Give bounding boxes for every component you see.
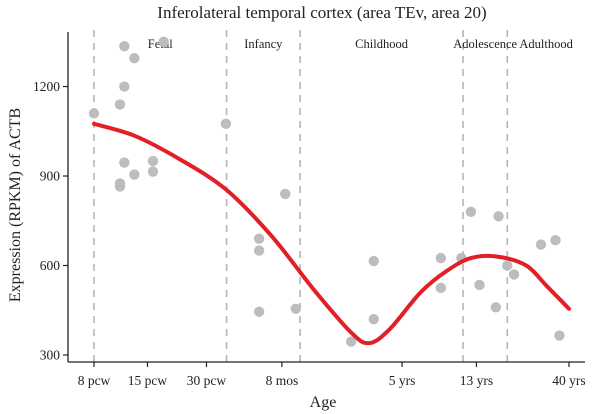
period-label-adolescence: Adolescence bbox=[453, 37, 517, 51]
data-point bbox=[493, 211, 504, 222]
y-tick-label: 900 bbox=[40, 169, 61, 184]
x-tick-label: 8 pcw bbox=[78, 373, 111, 388]
data-point bbox=[119, 157, 130, 168]
data-point bbox=[253, 245, 265, 256]
data-point bbox=[502, 260, 513, 271]
data-point bbox=[253, 233, 265, 244]
x-tick-label: 40 yrs bbox=[552, 373, 585, 388]
axes: 300 600 900 1200 8 pcw 15 pcw 30 pcw 8 mos 5 yrs… bbox=[33, 32, 586, 388]
data-point bbox=[490, 302, 502, 313]
data-point bbox=[474, 279, 485, 291]
data-points bbox=[88, 36, 565, 347]
data-point bbox=[129, 52, 140, 64]
data-point bbox=[465, 206, 477, 218]
data-point bbox=[550, 234, 561, 246]
data-point bbox=[368, 314, 379, 325]
x-tick-label: 15 pcw bbox=[128, 373, 168, 388]
data-point bbox=[535, 239, 547, 250]
data-point bbox=[158, 36, 169, 47]
data-point bbox=[368, 255, 379, 267]
y-tick-label: 1200 bbox=[33, 79, 60, 94]
data-point bbox=[280, 188, 291, 200]
data-point bbox=[147, 166, 159, 177]
period-dividers bbox=[93, 30, 509, 362]
data-point bbox=[435, 282, 447, 294]
data-point bbox=[88, 108, 100, 119]
y-tick-label: 300 bbox=[40, 348, 61, 363]
x-tick-label: 8 mos bbox=[266, 373, 299, 388]
trend-curve bbox=[92, 121, 571, 346]
period-labels: FetalInfancyChildhoodAdolescenceAdulthoo… bbox=[148, 37, 574, 51]
x-tick-label: 30 pcw bbox=[187, 373, 227, 388]
trend-line bbox=[92, 121, 571, 346]
data-point bbox=[114, 178, 126, 189]
chart-title: Inferolateral temporal cortex (area TEv,… bbox=[157, 3, 486, 22]
data-point bbox=[119, 81, 130, 92]
x-axis-label: Age bbox=[310, 394, 337, 411]
data-point bbox=[147, 155, 159, 167]
data-point bbox=[508, 269, 520, 280]
data-point bbox=[345, 336, 357, 347]
data-point bbox=[290, 303, 301, 314]
data-point bbox=[119, 41, 130, 52]
data-point bbox=[435, 252, 447, 264]
x-tick-label: 13 yrs bbox=[460, 373, 493, 388]
data-point bbox=[220, 118, 232, 130]
x-tick-label: 5 yrs bbox=[389, 373, 416, 388]
data-point bbox=[129, 169, 140, 180]
period-label-adulthood: Adulthood bbox=[519, 37, 573, 51]
data-point bbox=[554, 330, 565, 341]
period-label-childhood: Childhood bbox=[355, 37, 409, 51]
period-label-infancy: Infancy bbox=[244, 37, 283, 51]
data-point bbox=[253, 306, 265, 317]
data-point bbox=[114, 99, 126, 110]
y-axis-label: Expression (RPKM) of ACTB bbox=[7, 108, 24, 302]
y-tick-label: 600 bbox=[40, 258, 61, 273]
